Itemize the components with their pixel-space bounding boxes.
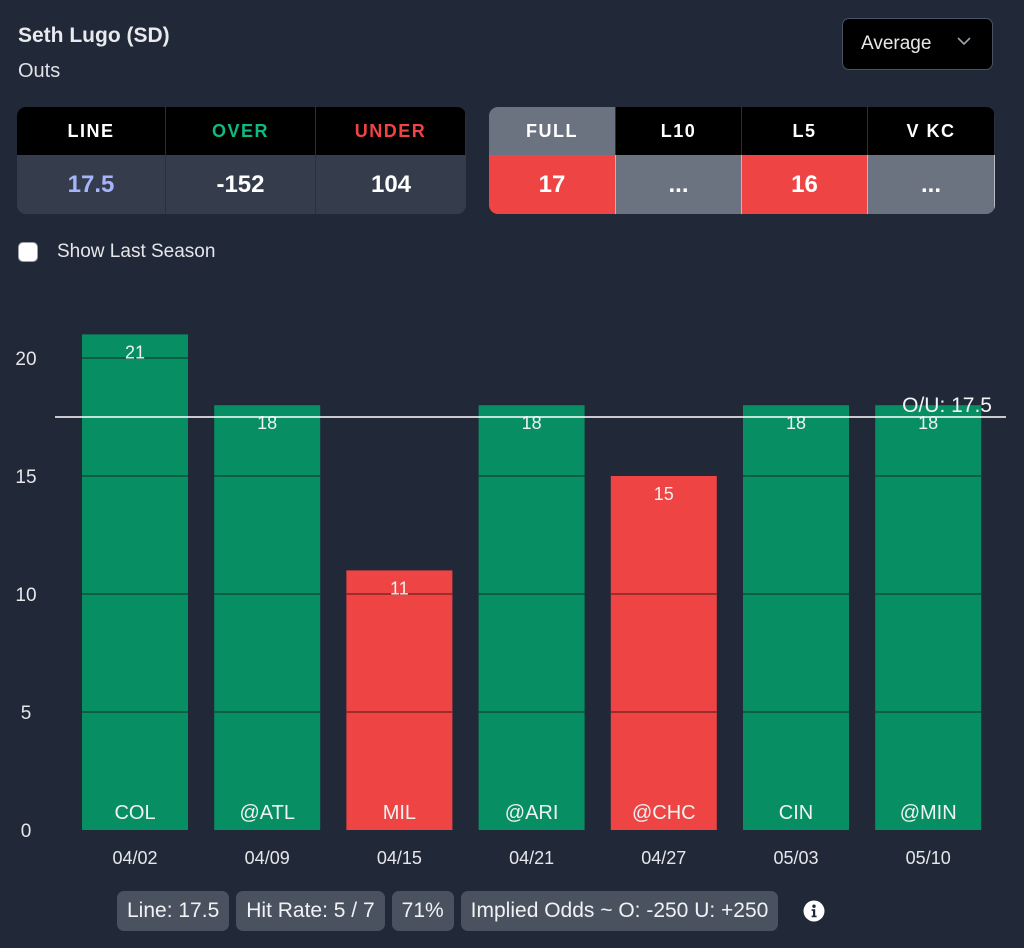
show-last-season-checkbox[interactable]: [18, 242, 38, 262]
x-tick-label: 05/03: [773, 848, 818, 868]
avg-value-l10: ...: [616, 155, 742, 214]
odds-table: LINE OVER UNDER 17.5 -152 104: [17, 107, 466, 214]
tab-vs-kc[interactable]: V KC: [868, 107, 995, 155]
view-select-dropdown[interactable]: Average: [842, 18, 993, 70]
bar: [610, 476, 717, 830]
avg-value-vs-kc: ...: [868, 155, 995, 214]
bar: [346, 570, 453, 830]
chevron-down-icon: [957, 37, 971, 46]
odds-header-line: LINE: [17, 107, 166, 155]
x-tick-label: 04/09: [245, 848, 290, 868]
bar: [478, 405, 585, 830]
stat-subtitle: Outs: [18, 60, 61, 82]
odds-header-under: UNDER: [316, 107, 466, 155]
bar: [82, 334, 188, 830]
bar: [214, 405, 321, 830]
avg-value-l5: 16: [742, 155, 868, 214]
outs-bar-chart: 0 5 10 15 20 21 COL 04/02 18 @ATL 04/09 11 MIL 04/15 1…: [15, 334, 1006, 868]
y-tick-label: 5: [21, 703, 32, 724]
bar-value-label: 15: [654, 484, 674, 504]
show-last-season-label: Show Last Season: [57, 241, 216, 262]
bar-value-label: 18: [918, 413, 938, 433]
bar: [743, 405, 849, 830]
tab-full[interactable]: FULL: [489, 107, 616, 155]
bar-value-label: 11: [390, 578, 409, 598]
opponent-label: @ATL: [239, 802, 295, 824]
hit-percent-chip: 71%: [391, 891, 454, 931]
view-select-value: Average: [861, 33, 932, 54]
x-tick-label: 04/21: [509, 848, 554, 868]
opponent-label: @CHC: [632, 802, 696, 824]
summary-chips: Line: 17.5 Hit Rate: 5 / 7 71% Implied O…: [117, 891, 825, 931]
opponent-label: MIL: [383, 802, 416, 824]
show-last-season-toggle[interactable]: Show Last Season: [18, 241, 215, 263]
line-chip: Line: 17.5: [117, 891, 230, 931]
tab-l5[interactable]: L5: [742, 107, 868, 155]
y-tick-label: 0: [21, 821, 32, 842]
bar-value-label: 21: [125, 342, 145, 362]
opponent-label: @ARI: [505, 802, 559, 824]
implied-odds-chip: Implied Odds ~ O: -250 U: +250: [460, 891, 779, 931]
bar: [875, 405, 982, 830]
bar-value-label: 18: [257, 413, 277, 433]
y-tick-label: 10: [15, 585, 36, 606]
hit-rate-chip: Hit Rate: 5 / 7: [236, 891, 385, 931]
y-tick-label: 20: [15, 349, 36, 370]
opponent-label: COL: [114, 802, 155, 824]
bar-value-label: 18: [522, 413, 542, 433]
tab-l10[interactable]: L10: [616, 107, 742, 155]
info-icon[interactable]: [803, 900, 825, 922]
x-tick-label: 04/02: [112, 848, 157, 868]
x-tick-label: 04/15: [377, 848, 422, 868]
odds-value-over: -152: [166, 155, 316, 214]
ou-line-label: O/U: 17.5: [902, 394, 992, 417]
odds-value-under: 104: [316, 155, 466, 214]
x-tick-label: 04/27: [641, 848, 686, 868]
bar-value-label: 18: [786, 413, 806, 433]
opponent-label: CIN: [779, 802, 813, 824]
odds-value-line: 17.5: [17, 155, 166, 214]
avg-value-full: 17: [489, 155, 616, 214]
opponent-label: @MIN: [900, 802, 957, 824]
x-tick-label: 05/10: [906, 848, 951, 868]
averages-table: FULL L10 L5 V KC 17 ... 16 ...: [489, 107, 995, 214]
odds-header-over: OVER: [166, 107, 316, 155]
y-tick-label: 15: [15, 467, 36, 488]
player-title: Seth Lugo (SD): [18, 24, 170, 47]
